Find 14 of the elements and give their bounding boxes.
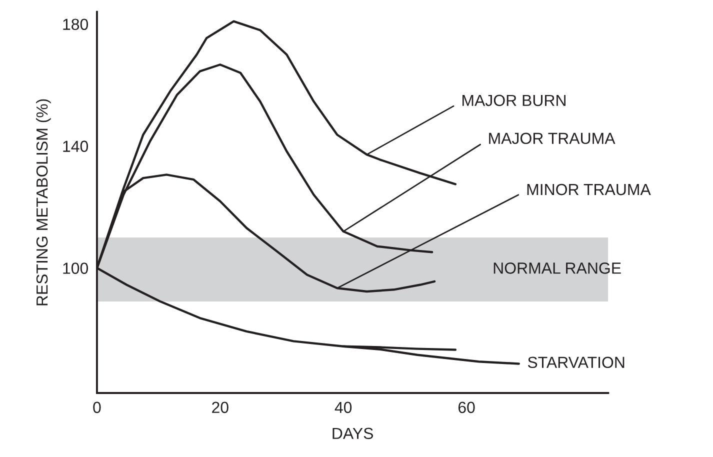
annotation: STARVATION [528, 356, 624, 368]
annotation: MINOR TRAUMA [527, 184, 651, 196]
y-tick-label: 100 [63, 262, 88, 274]
x-axis-title: DAYS [332, 428, 374, 440]
band-label: NORMAL RANGE [494, 262, 621, 274]
x-tick-label: 0 [93, 402, 101, 414]
annotation: MAJOR BURN [462, 94, 566, 106]
x-tick-label: 20 [212, 402, 228, 414]
y-axis-title: RESTING METABOLISM (%) [36, 99, 51, 306]
y-tick-label: 180 [63, 18, 88, 30]
x-tick-label: 60 [458, 402, 475, 414]
annotation: MAJOR TRAUMA [489, 132, 616, 144]
x-tick-label: 40 [334, 402, 352, 414]
y-tick-label: 140 [63, 140, 88, 152]
